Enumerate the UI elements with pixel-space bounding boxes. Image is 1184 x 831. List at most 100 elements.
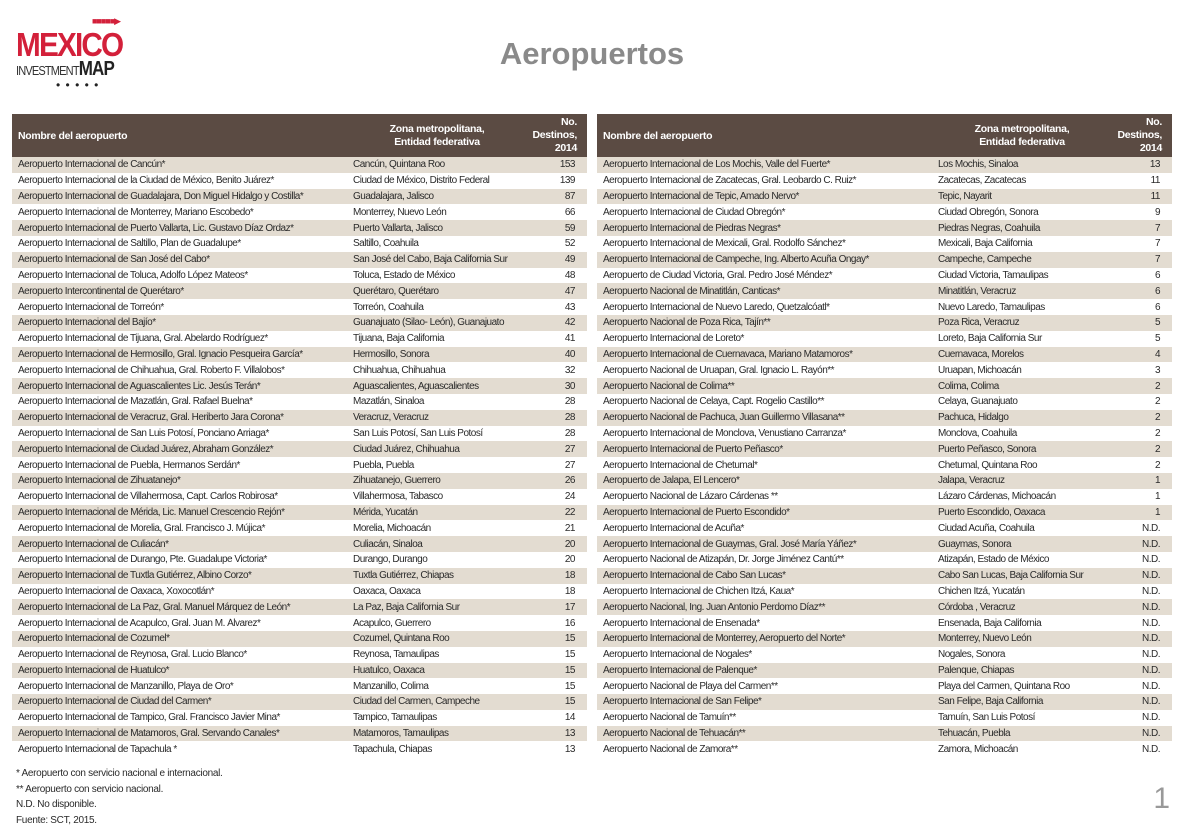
airport-name: Aeropuerto Nacional de Celaya, Capt. Rog…: [603, 396, 824, 408]
destinations-count: 43: [564, 301, 576, 313]
table-row: Aeropuerto Internacional de Cabo San Luc…: [597, 567, 1172, 584]
table-row: Aeropuerto Internacional de Durango, Pte…: [12, 552, 587, 568]
airport-name: Aeropuerto Internacional de Cuernavaca, …: [603, 348, 853, 360]
table-row: Aeropuerto Internacional de Los Mochis, …: [597, 157, 1172, 173]
metro-zone: Tampico, Tamaulipas: [353, 712, 437, 724]
airport-name: Aeropuerto Internacional de la Ciudad de…: [18, 175, 274, 187]
table-row: Aeropuerto Internacional de Ciudad del C…: [12, 694, 587, 710]
destinations-count: N.D.: [1142, 570, 1161, 582]
metro-zone: Chihuahua, Chihuahua: [353, 364, 446, 376]
destinations-count: 139: [559, 175, 576, 187]
table-row: Aeropuerto Internacional de Oaxaca, Xoxo…: [12, 584, 587, 600]
destinations-count: 22: [564, 506, 576, 518]
destinations-count: N.D.: [1142, 696, 1161, 708]
table-row: Aeropuerto Internacional de Cozumel* Cozu…: [12, 630, 587, 647]
table-row: Aeropuerto Internacional de La Paz, Gral…: [12, 599, 587, 616]
page-number: 1: [1153, 782, 1170, 815]
table-row: Aeropuerto Internacional de Cancún* Cancú…: [12, 157, 587, 173]
arrow-icon: ■■■■■▶: [92, 16, 121, 26]
destinations-count: 3: [1154, 364, 1161, 376]
airport-name: Aeropuerto de Ciudad Victoria, Gral. Ped…: [603, 269, 833, 281]
destinations-count: N.D.: [1142, 712, 1161, 724]
table-row: Aeropuerto Internacional de Ensenada* Ens…: [597, 615, 1172, 631]
destinations-count: 5: [1154, 333, 1161, 345]
footnotes: * Aeropuerto con servicio nacional e int…: [16, 768, 223, 826]
destinations-count: 2: [1154, 427, 1161, 439]
airport-name: Aeropuerto Internacional de Tuxtla Gutié…: [18, 570, 252, 582]
destinations-count: 18: [564, 570, 576, 582]
metro-zone: La Paz, Baja California Sur: [353, 601, 460, 613]
metro-zone: San Luis Potosí, San Luis Potosí: [353, 427, 483, 439]
metro-zone: Playa del Carmen, Quintana Roo: [938, 680, 1070, 692]
destinations-count: 153: [559, 159, 576, 171]
airport-name: Aeropuerto Internacional de Chihuahua, G…: [18, 364, 285, 376]
destinations-count: N.D.: [1142, 538, 1161, 550]
airport-name: Aeropuerto Internacional de Cabo San Luc…: [603, 570, 786, 582]
table-row: Aeropuerto Internacional de Culiacán* Cul…: [12, 536, 587, 552]
airport-name: Aeropuerto Internacional de Aguascalient…: [18, 380, 261, 392]
destinations-count: 59: [564, 222, 576, 234]
table-row: Aeropuerto Internacional de Tepic, Amado…: [597, 188, 1172, 205]
destinations-count: 15: [564, 696, 576, 708]
metro-zone: Torreón, Coahuila: [353, 301, 424, 313]
airport-name: Aeropuerto Internacional de Saltillo, Pl…: [18, 238, 241, 250]
page-title: Aeropuertos: [499, 36, 685, 71]
metro-zone: Nogales, Sonora: [938, 649, 1006, 661]
airports-table-left: Nombre del aeropuerto Zona metropolitana…: [12, 114, 587, 757]
metro-zone: Atizapán, Estado de México: [938, 554, 1049, 566]
table-row: Aeropuerto Internacional del Bajío* Guana…: [12, 314, 587, 331]
destinations-count: 7: [1154, 222, 1161, 234]
table-row: Aeropuerto Internacional de Huatulco* Hua…: [12, 662, 587, 679]
table-row: Aeropuerto Nacional de Zamora** Zamora, M…: [597, 741, 1172, 757]
metro-zone: Campeche, Campeche: [938, 254, 1032, 266]
airport-name: Aeropuerto Internacional de Reynosa, Gra…: [18, 649, 247, 661]
destinations-count: N.D.: [1142, 617, 1161, 629]
table-row: Aeropuerto Nacional de Minatitlán, Canti…: [597, 283, 1172, 300]
airport-name: Aeropuerto Internacional de Palenque*: [603, 664, 757, 676]
table-row: Aeropuerto Internacional de Tapachula * T…: [12, 741, 587, 757]
airport-name: Aeropuerto Internacional de Zacatecas, G…: [603, 175, 857, 187]
metro-zone: Guanajuato (Silao- León), Guanajuato: [353, 317, 505, 329]
destinations-count: 17: [564, 601, 576, 613]
destinations-count: 11: [1150, 190, 1161, 202]
airport-name: Aeropuerto Nacional de Uruapan, Gral. Ig…: [603, 364, 835, 376]
destinations-count: N.D.: [1142, 680, 1161, 692]
table-row: Aeropuerto Internacional de Villahermosa…: [12, 489, 587, 505]
destinations-count: 2: [1154, 396, 1161, 408]
airport-name: Aeropuerto Internacional de Mexicali, Gr…: [603, 238, 846, 250]
dotted-arc-icon: • • • • •: [56, 78, 100, 92]
airport-name: Aeropuerto Nacional de Colima**: [603, 380, 735, 392]
airport-name: Aeropuerto Nacional, Ing. Juan Antonio P…: [603, 601, 826, 613]
metro-zone: Toluca, Estado de México: [353, 269, 455, 281]
destinations-count: 5: [1154, 317, 1161, 329]
table-row: Aeropuerto Nacional de Playa del Carmen*…: [597, 678, 1172, 694]
airport-name: Aeropuerto Internacional de Durango, Pte…: [18, 554, 267, 566]
destinations-count: 66: [564, 206, 576, 218]
destinations-count: 32: [564, 364, 576, 376]
table-row: Aeropuerto Internacional de Puerto Peñas…: [597, 441, 1172, 458]
destinations-count: 41: [564, 333, 576, 345]
metro-zone: Palenque, Chiapas: [938, 664, 1015, 676]
destinations-count: 2: [1154, 459, 1161, 471]
table-row: Aeropuerto Nacional de Tamuín** Tamuín, S…: [597, 710, 1172, 726]
metro-zone: Tehuacán, Puebla: [938, 728, 1011, 740]
destinations-count: 28: [564, 396, 576, 408]
airport-name: Aeropuerto Internacional de Torreón*: [18, 301, 164, 313]
metro-zone: Chetumal, Quintana Roo: [938, 459, 1038, 471]
destinations-count: N.D.: [1142, 601, 1161, 613]
metro-zone: Monterrey, Nuevo León: [938, 633, 1032, 645]
destinations-count: 11: [1150, 175, 1161, 187]
airport-name: Aeropuerto Internacional de Tijuana, Gra…: [18, 333, 268, 345]
metro-zone: Tamuín, San Luis Potosí: [938, 712, 1035, 724]
table-row: Aeropuerto Internacional de Morelia, Gra…: [12, 520, 587, 536]
mexico-investment-map-logo: ■■■■■▶ MEXICO INVESTMENTMAP • • • • •: [16, 16, 124, 92]
airport-name: Aeropuerto Internacional de Hermosillo, …: [18, 348, 303, 360]
metro-zone: Reynosa, Tamaulipas: [353, 649, 439, 661]
table-row: Aeropuerto Internacional de San José del…: [12, 251, 587, 268]
destinations-count: N.D.: [1142, 633, 1161, 645]
metro-zone: Durango, Durango: [353, 554, 428, 566]
airport-name: Aeropuerto Internacional de Campeche, In…: [603, 254, 869, 266]
airport-name: Aeropuerto Internacional de Monterrey, A…: [603, 633, 846, 645]
metro-zone: Tapachula, Chiapas: [353, 743, 432, 755]
airport-name: Aeropuerto Internacional de Mérida, Lic.…: [18, 506, 285, 518]
